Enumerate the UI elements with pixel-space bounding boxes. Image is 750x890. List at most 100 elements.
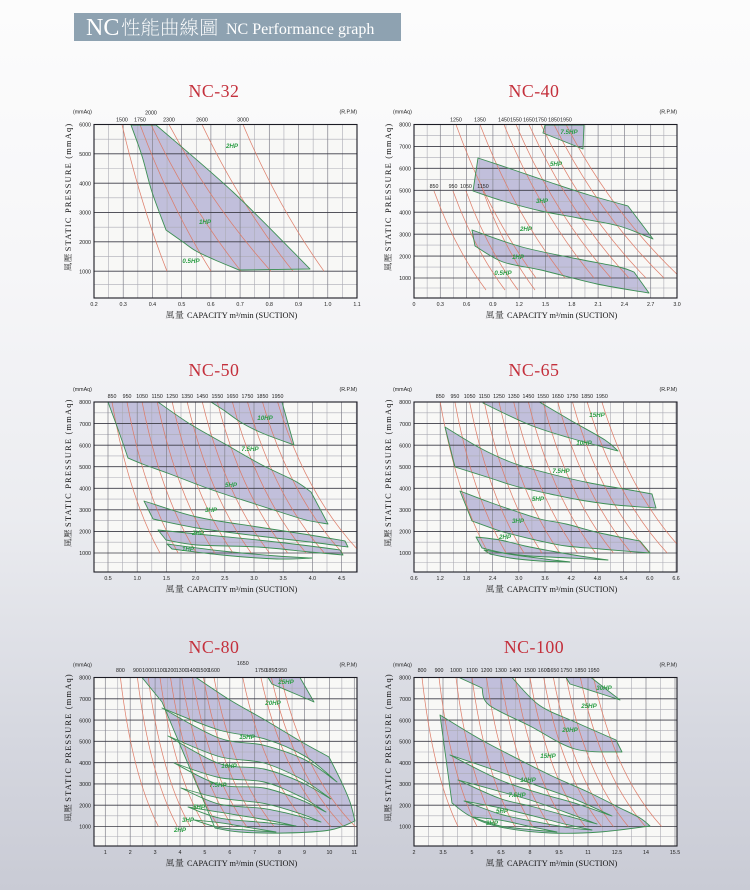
svg-text:NC: NC [86, 15, 119, 41]
svg-text:1150: 1150 [477, 184, 488, 190]
svg-text:STATIC PRESSURE (mmAq): STATIC PRESSURE (mmAq) [64, 673, 73, 802]
svg-text:1150: 1150 [479, 394, 490, 400]
svg-text:5000: 5000 [399, 740, 411, 746]
svg-text:7000: 7000 [399, 697, 411, 703]
svg-text:6.0: 6.0 [646, 576, 653, 582]
svg-text:15HP: 15HP [589, 412, 605, 419]
svg-text:1500: 1500 [116, 118, 128, 124]
svg-text:1050: 1050 [136, 394, 148, 400]
svg-text:11: 11 [352, 850, 358, 856]
svg-text:15.5: 15.5 [670, 850, 680, 856]
svg-text:CAPACITY m³/min (SUCTION): CAPACITY m³/min (SUCTION) [187, 311, 297, 320]
svg-text:1550: 1550 [211, 394, 223, 400]
svg-text:8000: 8000 [79, 676, 91, 682]
svg-text:3000: 3000 [399, 782, 411, 788]
svg-text:(R.P.M): (R.P.M) [659, 387, 677, 393]
svg-text:800: 800 [116, 668, 125, 674]
svg-text:1000: 1000 [79, 269, 91, 275]
svg-text:3000: 3000 [399, 508, 411, 514]
svg-text:8000: 8000 [399, 676, 411, 682]
svg-text:6000: 6000 [79, 443, 91, 449]
svg-text:5000: 5000 [79, 152, 91, 158]
svg-text:1350: 1350 [181, 394, 193, 400]
svg-text:1.5: 1.5 [163, 576, 170, 582]
svg-text:2000: 2000 [399, 803, 411, 809]
svg-text:10HP: 10HP [257, 415, 273, 422]
svg-text:(R.P.M): (R.P.M) [659, 110, 677, 116]
svg-text:3.0: 3.0 [250, 576, 257, 582]
svg-text:3HP: 3HP [205, 507, 218, 514]
svg-text:6.6: 6.6 [672, 576, 679, 582]
svg-text:15HP: 15HP [239, 734, 255, 741]
svg-text:1.0: 1.0 [134, 576, 141, 582]
svg-text:7.5HP: 7.5HP [552, 468, 570, 475]
svg-text:5: 5 [203, 850, 206, 856]
svg-text:CAPACITY m³/min (SUCTION): CAPACITY m³/min (SUCTION) [187, 859, 297, 868]
svg-text:0.6: 0.6 [207, 302, 214, 308]
svg-text:25HP: 25HP [580, 703, 597, 710]
svg-text:CAPACITY m³/min (SUCTION): CAPACITY m³/min (SUCTION) [507, 585, 617, 594]
svg-text:1HP: 1HP [182, 546, 195, 553]
svg-text:1850: 1850 [548, 118, 560, 124]
svg-text:1100: 1100 [466, 668, 477, 674]
svg-text:1200: 1200 [165, 668, 177, 674]
svg-text:1.5: 1.5 [542, 302, 549, 308]
svg-text:3000: 3000 [399, 232, 411, 238]
svg-text:1750: 1750 [255, 668, 267, 674]
svg-text:1850: 1850 [575, 668, 587, 674]
svg-text:1400: 1400 [187, 668, 199, 674]
svg-text:1750: 1750 [134, 118, 146, 124]
svg-text:3.5: 3.5 [439, 850, 446, 856]
svg-text:2HP: 2HP [498, 534, 512, 541]
svg-text:3000: 3000 [79, 211, 91, 217]
svg-text:2.5: 2.5 [221, 576, 228, 582]
svg-text:7: 7 [253, 850, 256, 856]
svg-text:2HP: 2HP [225, 143, 239, 150]
svg-text:1650: 1650 [548, 668, 560, 674]
svg-text:2000: 2000 [399, 530, 411, 536]
svg-text:CAPACITY m³/min (SUCTION): CAPACITY m³/min (SUCTION) [187, 585, 297, 594]
svg-text:(R.P.M): (R.P.M) [339, 110, 357, 116]
svg-text:7.5HP: 7.5HP [508, 792, 526, 799]
svg-text:7000: 7000 [399, 422, 411, 428]
svg-text:2300: 2300 [163, 118, 175, 124]
svg-text:0.9: 0.9 [295, 302, 302, 308]
svg-text:6000: 6000 [399, 443, 411, 449]
svg-text:0.8: 0.8 [266, 302, 273, 308]
svg-text:14: 14 [643, 850, 649, 856]
svg-text:30HP: 30HP [596, 685, 612, 692]
svg-text:3000: 3000 [79, 782, 91, 788]
svg-text:2HP: 2HP [519, 226, 533, 233]
svg-text:4000: 4000 [399, 761, 411, 767]
svg-text:6000: 6000 [399, 167, 411, 173]
svg-text:7.5HP: 7.5HP [209, 782, 227, 789]
svg-text:1250: 1250 [166, 394, 178, 400]
svg-text:0.6: 0.6 [463, 302, 470, 308]
svg-text:12.5: 12.5 [612, 850, 622, 856]
svg-text:950: 950 [123, 394, 132, 400]
svg-text:7.5HP: 7.5HP [560, 129, 578, 136]
svg-text:5000: 5000 [399, 188, 411, 194]
svg-text:0.3: 0.3 [120, 302, 127, 308]
svg-text:5000: 5000 [79, 740, 91, 746]
svg-text:8: 8 [529, 850, 532, 856]
svg-text:1550: 1550 [510, 118, 522, 124]
svg-text:1400: 1400 [509, 668, 521, 674]
svg-text:4.8: 4.8 [594, 576, 601, 582]
svg-text:0.4: 0.4 [149, 302, 156, 308]
svg-text:3.6: 3.6 [541, 576, 548, 582]
svg-text:1.0: 1.0 [324, 302, 331, 308]
svg-text:5HP: 5HP [496, 808, 509, 815]
svg-text:0.5: 0.5 [178, 302, 185, 308]
svg-text:5HP: 5HP [225, 482, 238, 489]
svg-text:3.0: 3.0 [515, 576, 522, 582]
svg-text:8000: 8000 [79, 400, 91, 406]
svg-text:0.9: 0.9 [489, 302, 496, 308]
svg-text:5HP: 5HP [532, 496, 545, 503]
svg-text:7000: 7000 [399, 145, 411, 151]
svg-text:25HP: 25HP [277, 679, 294, 686]
svg-text:10HP: 10HP [221, 763, 237, 770]
svg-text:2.1: 2.1 [594, 302, 601, 308]
svg-text:0.7: 0.7 [236, 302, 243, 308]
svg-text:2.7: 2.7 [647, 302, 654, 308]
